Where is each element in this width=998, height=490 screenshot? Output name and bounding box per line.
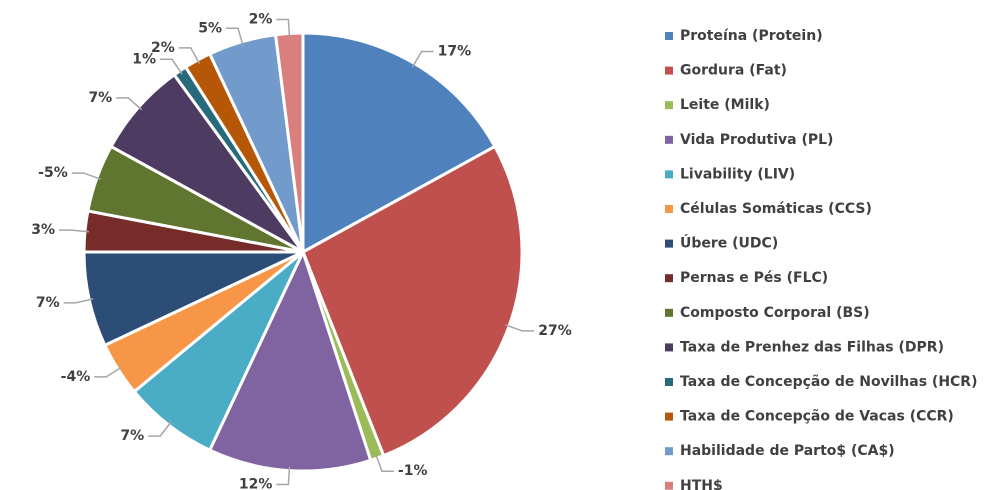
legend-swatch xyxy=(665,135,673,144)
leader-line xyxy=(375,454,394,472)
legend-label: Células Somáticas (CCS) xyxy=(680,201,872,217)
legend-label: Taxa de Prenhez das Filhas (DPR) xyxy=(680,339,944,355)
leader-line xyxy=(225,27,244,46)
leader-line xyxy=(94,366,122,378)
data-label: 5% xyxy=(198,20,222,36)
legend-label: Gordura (Fat) xyxy=(680,63,787,79)
legend-swatch xyxy=(665,274,673,283)
legend-label: Proteína (Protein) xyxy=(680,28,823,44)
legend-label: Vida Produtiva (PL) xyxy=(680,132,833,148)
leader-line xyxy=(116,97,143,111)
leader-line xyxy=(63,298,94,304)
legend-label: Pernas e Pés (FLC) xyxy=(680,270,828,286)
legend-swatch xyxy=(665,66,673,75)
legend-label: Livability (LIV) xyxy=(680,166,795,182)
legend-swatch xyxy=(665,481,673,490)
legend-swatch xyxy=(665,205,673,213)
data-label: 1% xyxy=(132,51,156,67)
data-label: 7% xyxy=(36,295,60,311)
legend-swatch xyxy=(665,170,673,179)
legend-label: HTH$ xyxy=(680,478,723,490)
data-label: 2% xyxy=(151,40,175,56)
data-label: -5% xyxy=(38,165,68,181)
leader-line xyxy=(276,466,291,486)
legend-swatch xyxy=(665,447,673,456)
leader-line xyxy=(276,18,291,38)
legend-swatch xyxy=(665,239,673,248)
legend-label: Úbere (UDC) xyxy=(680,234,778,252)
data-label: 12% xyxy=(239,477,273,490)
data-label: 17% xyxy=(438,43,472,59)
leader-line xyxy=(160,58,183,75)
legend-swatch xyxy=(665,412,673,421)
legend-swatch xyxy=(665,308,673,317)
data-label: 7% xyxy=(120,428,144,444)
data-label: 3% xyxy=(31,222,55,238)
leader-line xyxy=(148,421,172,437)
leader-line xyxy=(505,324,535,332)
leader-line xyxy=(59,229,90,233)
data-label: 2% xyxy=(249,11,273,27)
data-label: -1% xyxy=(398,463,428,479)
legend-label: Taxa de Concepção de Novilhas (HCR) xyxy=(680,374,978,390)
data-label: -4% xyxy=(61,369,91,385)
leader-line xyxy=(178,47,201,64)
legend-label: Taxa de Concepção de Vacas (CCR) xyxy=(680,409,954,425)
data-label: 7% xyxy=(88,90,112,106)
leader-line xyxy=(71,172,101,180)
legend-label: Leite (Milk) xyxy=(680,97,770,113)
legend-swatch xyxy=(665,343,673,352)
legend-swatch xyxy=(665,32,673,40)
legend-label: Composto Corporal (BS) xyxy=(680,305,870,321)
legend-label: Habilidade de Parto$ (CA$) xyxy=(680,443,895,459)
data-label: 27% xyxy=(538,323,572,339)
leader-line xyxy=(411,50,434,68)
legend-swatch xyxy=(665,378,673,386)
legend-swatch xyxy=(665,101,673,110)
